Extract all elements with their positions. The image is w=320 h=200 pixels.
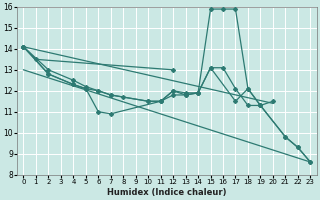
X-axis label: Humidex (Indice chaleur): Humidex (Indice chaleur) — [107, 188, 227, 197]
